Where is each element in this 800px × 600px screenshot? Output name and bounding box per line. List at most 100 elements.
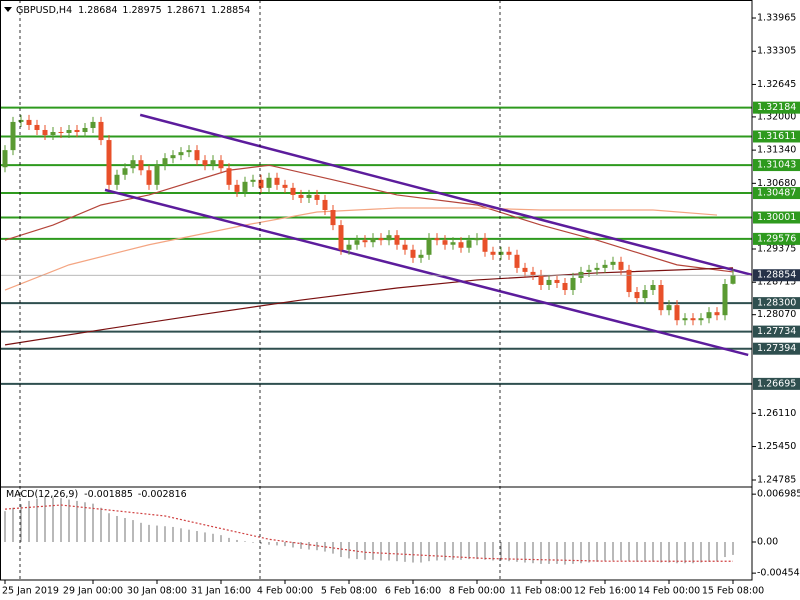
- level-label: 1.29576: [757, 233, 796, 244]
- level-label-box: [753, 342, 800, 355]
- y-tick-label: 0.00: [757, 536, 778, 547]
- candle-body: [82, 127, 88, 133]
- level-label-box: [753, 297, 800, 310]
- menu-arrow[interactable]: [4, 7, 12, 12]
- candle-body: [178, 152, 184, 156]
- y-tick-label: 1.33965: [757, 13, 796, 24]
- candle-body: [586, 269, 592, 272]
- candle-body: [650, 284, 656, 291]
- candle-body: [346, 244, 352, 250]
- level-label-box: [753, 232, 800, 245]
- last-price-box: [753, 269, 800, 282]
- candle-body: [290, 187, 296, 195]
- candle-body: [698, 318, 704, 321]
- candle-body: [666, 305, 672, 311]
- candle-body: [658, 284, 664, 311]
- candle-body: [466, 240, 472, 248]
- level-label-box: [753, 377, 800, 390]
- candle-body: [130, 160, 136, 169]
- macd-title: MACD(12,26,9): [6, 489, 78, 500]
- chart-header: GBPUSD,H4 1.28684 1.28975 1.28671 1.28854: [16, 5, 250, 16]
- candle-body: [98, 121, 104, 141]
- candle-body: [354, 240, 360, 245]
- indicator-line: [4, 164, 734, 273]
- candle-body: [522, 267, 528, 272]
- y-tick-label: 1.31340: [757, 145, 796, 156]
- candle-body: [170, 155, 176, 159]
- candle-body: [506, 251, 512, 255]
- candle-body: [274, 177, 280, 185]
- indicator-line: [4, 267, 734, 346]
- candle-body: [146, 170, 152, 185]
- candle-body: [722, 283, 728, 316]
- trend-line: [104, 188, 749, 357]
- high-value: 1.28975: [122, 5, 161, 16]
- y-tick-label: 1.32645: [757, 79, 796, 90]
- candle-body: [418, 254, 424, 258]
- level-label: 1.27394: [757, 343, 796, 354]
- candle-body: [10, 121, 16, 151]
- candle-body: [362, 240, 368, 243]
- x-tick-label: 8 Feb 00:00: [449, 586, 505, 597]
- candle-body: [186, 150, 192, 153]
- candle-body: [490, 251, 496, 255]
- level-label: 1.27734: [757, 326, 796, 337]
- level-label-box: [753, 101, 800, 114]
- candle-body: [426, 238, 432, 255]
- macd-value: -0.001885: [84, 489, 133, 500]
- candle-body: [570, 277, 576, 291]
- low-value: 1.28671: [167, 5, 206, 16]
- level-label: 1.31611: [757, 131, 796, 142]
- candle-body: [58, 132, 64, 134]
- y-tick-label: 1.26110: [757, 408, 796, 419]
- y-tick-label: 1.30680: [757, 178, 796, 189]
- candle-body: [594, 267, 600, 270]
- candle-body: [234, 184, 240, 192]
- indicator-line: [4, 207, 718, 291]
- x-tick-label: 15 Feb 08:00: [702, 586, 764, 597]
- chart-frame: [0, 0, 753, 581]
- candle-body: [554, 279, 560, 283]
- candle-body: [202, 160, 208, 166]
- y-tick-label: 1.25450: [757, 441, 796, 452]
- x-tick-label: 5 Feb 08:00: [321, 586, 377, 597]
- candle-body: [242, 181, 248, 192]
- candle-body: [194, 150, 200, 161]
- candle-body: [338, 225, 344, 250]
- candle-body: [26, 119, 32, 125]
- candle-body: [610, 261, 616, 265]
- x-tick-label: 30 Jan 08:00: [127, 586, 187, 597]
- candle-body: [530, 271, 536, 275]
- x-tick-label: 11 Feb 08:00: [510, 586, 572, 597]
- candle-body: [634, 292, 640, 299]
- x-tick-label: 4 Feb 00:00: [257, 586, 313, 597]
- indicator-line: [4, 504, 734, 562]
- candle-body: [138, 160, 144, 171]
- macd-header: MACD(12,26,9) -0.001885 -0.002816: [6, 489, 187, 500]
- candle-body: [474, 238, 480, 241]
- candle-body: [258, 179, 264, 188]
- candle-body: [442, 240, 448, 245]
- candle-body: [562, 282, 568, 291]
- candle-body: [122, 168, 128, 175]
- candle-body: [210, 160, 216, 166]
- candle-body: [482, 238, 488, 252]
- close-value: 1.28854: [211, 5, 250, 16]
- level-label: 1.31043: [757, 160, 796, 171]
- candle-body: [298, 194, 304, 198]
- level-label: 1.32184: [757, 102, 796, 113]
- x-tick-label: 6 Feb 16:00: [385, 586, 441, 597]
- candle-body: [106, 140, 112, 185]
- candle-body: [66, 129, 72, 134]
- candle-body: [34, 124, 40, 130]
- candle-body: [378, 238, 384, 241]
- candle-body: [514, 254, 520, 268]
- candle-body: [322, 199, 328, 211]
- level-label-box: [753, 187, 800, 200]
- candle-body: [266, 177, 272, 188]
- candle-body: [690, 318, 696, 321]
- candle-body: [410, 249, 416, 258]
- plot-layer: [0, 106, 753, 565]
